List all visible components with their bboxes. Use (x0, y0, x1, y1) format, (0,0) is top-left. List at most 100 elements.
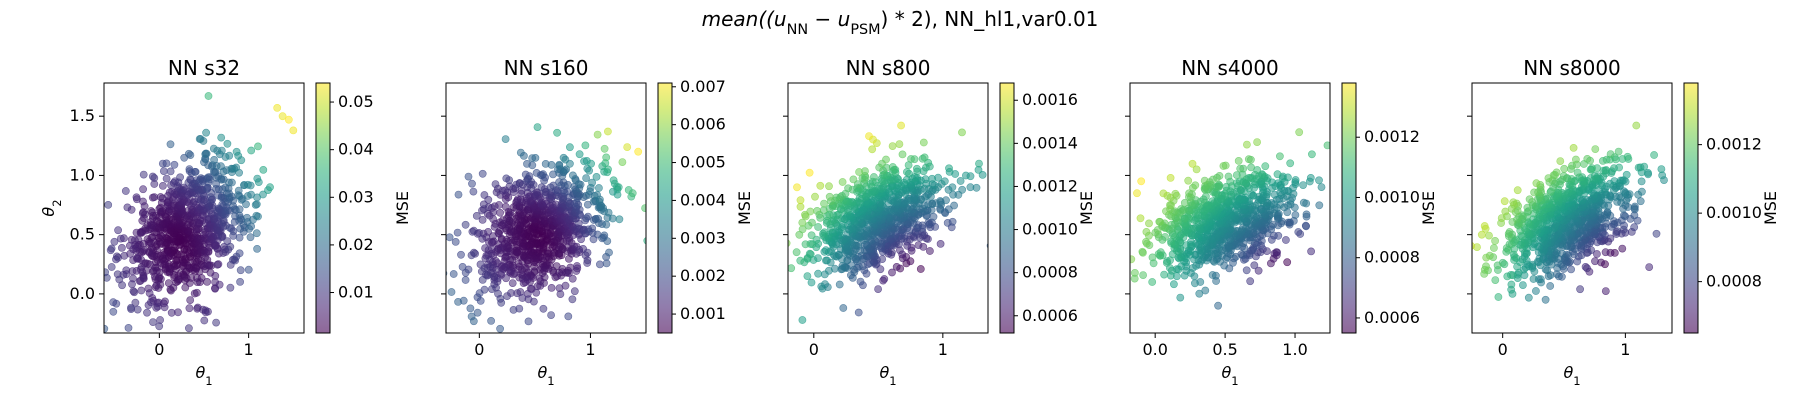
scatter-point (1636, 197, 1645, 206)
scatter-point (924, 158, 933, 167)
scatter-point (574, 200, 583, 209)
colorbar-tick-label: 0.0008 (1706, 272, 1762, 291)
scatter-point (1302, 210, 1311, 219)
scatter-point (919, 138, 928, 147)
colorbar-frame (315, 82, 331, 334)
scatter-point (232, 163, 241, 172)
scatter-point (1544, 174, 1553, 182)
x-tick-label: 0 (474, 340, 484, 359)
scatter-point (446, 233, 454, 242)
scatter-point (1591, 257, 1599, 266)
scatter-point (1261, 162, 1270, 171)
scatter-point (1446, 264, 1453, 271)
scatter-point (1560, 164, 1569, 173)
scatter-series (1446, 121, 1668, 304)
scatter-point (1250, 261, 1259, 270)
colorbar (658, 83, 672, 333)
colorbar-frame (999, 82, 1015, 334)
scatter-point (853, 180, 862, 189)
y-tick-label: 0.0 (70, 284, 95, 303)
scatter-point (466, 304, 475, 313)
scatter-point (110, 237, 119, 246)
scatter-point (159, 167, 168, 175)
scatter-point (469, 187, 478, 196)
scatter-point (801, 210, 809, 219)
scatter-point (1620, 211, 1628, 220)
scatter-point (583, 248, 592, 257)
scatter-point (615, 215, 624, 224)
scatter-point (1588, 164, 1596, 173)
scatter-point (212, 318, 220, 327)
scatter-point (184, 324, 193, 333)
scatter-point (215, 280, 224, 289)
scatter-point (202, 149, 211, 158)
scatter-point (1242, 266, 1251, 275)
scatter-point (181, 283, 190, 292)
colorbar-tick-label: 0.0008 (1364, 248, 1420, 267)
scatter-point (160, 303, 169, 312)
scatter-point (1130, 255, 1136, 264)
scatter-point (196, 135, 205, 143)
scatter-point (604, 127, 612, 136)
scatter-series (1130, 128, 1330, 310)
scatter-point (1568, 161, 1576, 170)
colorbar-tick-label: 0.0012 (1022, 176, 1078, 195)
x-axis-label: θ1 (537, 363, 554, 388)
y-axis-label: θ2 (39, 199, 64, 216)
colorbar-label: MSE (1077, 191, 1096, 225)
axes-frame (1129, 82, 1331, 334)
scatter-point (773, 229, 780, 236)
scatter-point (88, 211, 95, 218)
colorbar-label: MSE (735, 191, 754, 225)
scatter-point (203, 277, 211, 286)
colorbar-tick-label: 0.05 (338, 92, 374, 111)
x-axis-label: θ1 (195, 363, 212, 388)
scatter-point (1493, 261, 1502, 270)
scatter-point (588, 178, 596, 187)
scatter-point (235, 205, 244, 214)
panel-title: NN s4000 (1181, 56, 1279, 80)
scatter-point (888, 142, 897, 150)
colorbar (1000, 83, 1014, 333)
scatter-point (1176, 293, 1185, 302)
x-tick-label: 0 (154, 340, 164, 359)
scatter-point (530, 297, 538, 306)
colorbar (316, 83, 330, 333)
scatter-point (461, 220, 470, 229)
scatter-point (584, 212, 592, 221)
scatter-point (115, 275, 124, 284)
scatter-point (204, 92, 213, 100)
scatter-point (1603, 208, 1612, 216)
scatter-point (547, 311, 555, 319)
scatter-point (131, 298, 140, 307)
scatter-point (643, 237, 646, 245)
scatter-point (166, 167, 175, 176)
scatter-point (1219, 162, 1228, 170)
x-tick-label: 0 (809, 340, 819, 359)
scatter-series (446, 123, 646, 333)
scatter-point (252, 200, 261, 209)
colorbar-tick-label: 0.0006 (1022, 306, 1078, 325)
scatter-point (528, 161, 537, 170)
scatter-point (496, 208, 504, 217)
scatter-point (1599, 156, 1607, 165)
scatter-point (1291, 176, 1300, 184)
scatter-point (570, 287, 579, 296)
scatter-point (132, 228, 141, 237)
colorbar-tick-label: 0.006 (680, 115, 726, 134)
scatter-point (509, 305, 518, 314)
scatter-point (944, 205, 953, 214)
scatter-point (804, 221, 813, 230)
colorbar-tick-label: 0.0016 (1022, 90, 1078, 109)
scatter-point (1632, 121, 1641, 130)
scatter-point (227, 178, 236, 187)
scatter-point (451, 237, 460, 246)
scatter-point (855, 168, 863, 176)
scatter-point (1502, 244, 1511, 252)
scatter-point (185, 304, 194, 313)
scatter-point (253, 174, 262, 183)
scatter-point (1572, 155, 1580, 164)
scatter-point (235, 233, 244, 242)
scatter-point (788, 239, 791, 247)
scatter-point (1159, 189, 1168, 198)
